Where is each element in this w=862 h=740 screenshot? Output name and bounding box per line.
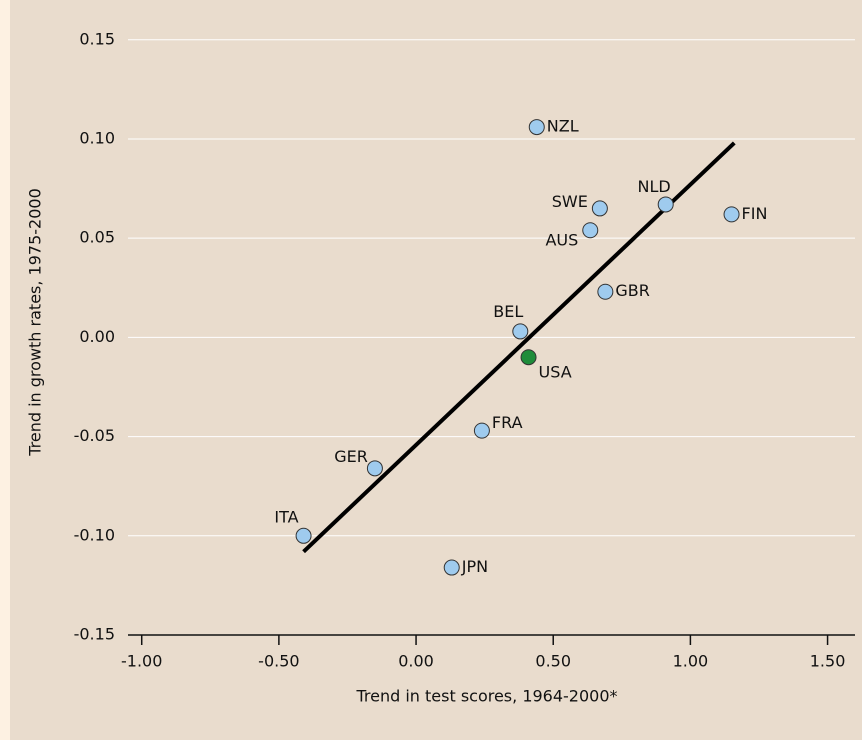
- y-tick-label: -0.10: [74, 525, 115, 544]
- point: [473, 422, 490, 439]
- point-label: JPN: [461, 557, 488, 576]
- point: [657, 196, 674, 213]
- point-label: GBR: [615, 281, 650, 300]
- point-label: NZL: [547, 117, 579, 136]
- point: [295, 527, 312, 544]
- point: [443, 559, 460, 576]
- point-label: GER: [334, 447, 368, 466]
- x-tick-label: 1.00: [673, 652, 709, 671]
- point-label: AUS: [545, 231, 578, 250]
- point: [528, 119, 545, 136]
- point: [591, 200, 608, 217]
- point: [520, 349, 537, 366]
- point-label: FRA: [492, 413, 523, 432]
- point-label: USA: [539, 363, 572, 382]
- point-label: FIN: [742, 204, 768, 223]
- y-axis-title: Trend in growth rates, 1975-2000: [26, 188, 45, 457]
- point: [582, 222, 599, 239]
- x-tick-label: 1.50: [810, 652, 846, 671]
- y-tick-label: -0.15: [74, 625, 115, 644]
- x-tick-label: -1.00: [121, 652, 162, 671]
- x-axis-title: Trend in test scores, 1964-2000*: [355, 687, 617, 706]
- point-label: SWE: [552, 192, 588, 211]
- y-tick-label: 0.15: [79, 29, 115, 48]
- x-tick-label: 0.00: [398, 652, 434, 671]
- chart-background: [10, 0, 862, 740]
- point: [723, 206, 740, 223]
- y-tick-label: 0.05: [79, 228, 115, 247]
- point: [597, 283, 614, 300]
- point: [512, 323, 529, 340]
- y-tick-label: 0.10: [79, 128, 115, 147]
- x-tick-label: -0.50: [258, 652, 299, 671]
- y-tick-label: -0.05: [74, 426, 115, 445]
- point-label: NLD: [638, 177, 671, 196]
- x-tick-label: 0.50: [535, 652, 571, 671]
- point-label: ITA: [274, 507, 298, 526]
- point-label: BEL: [493, 302, 523, 321]
- point: [366, 460, 383, 477]
- y-tick-label: 0.00: [79, 327, 115, 346]
